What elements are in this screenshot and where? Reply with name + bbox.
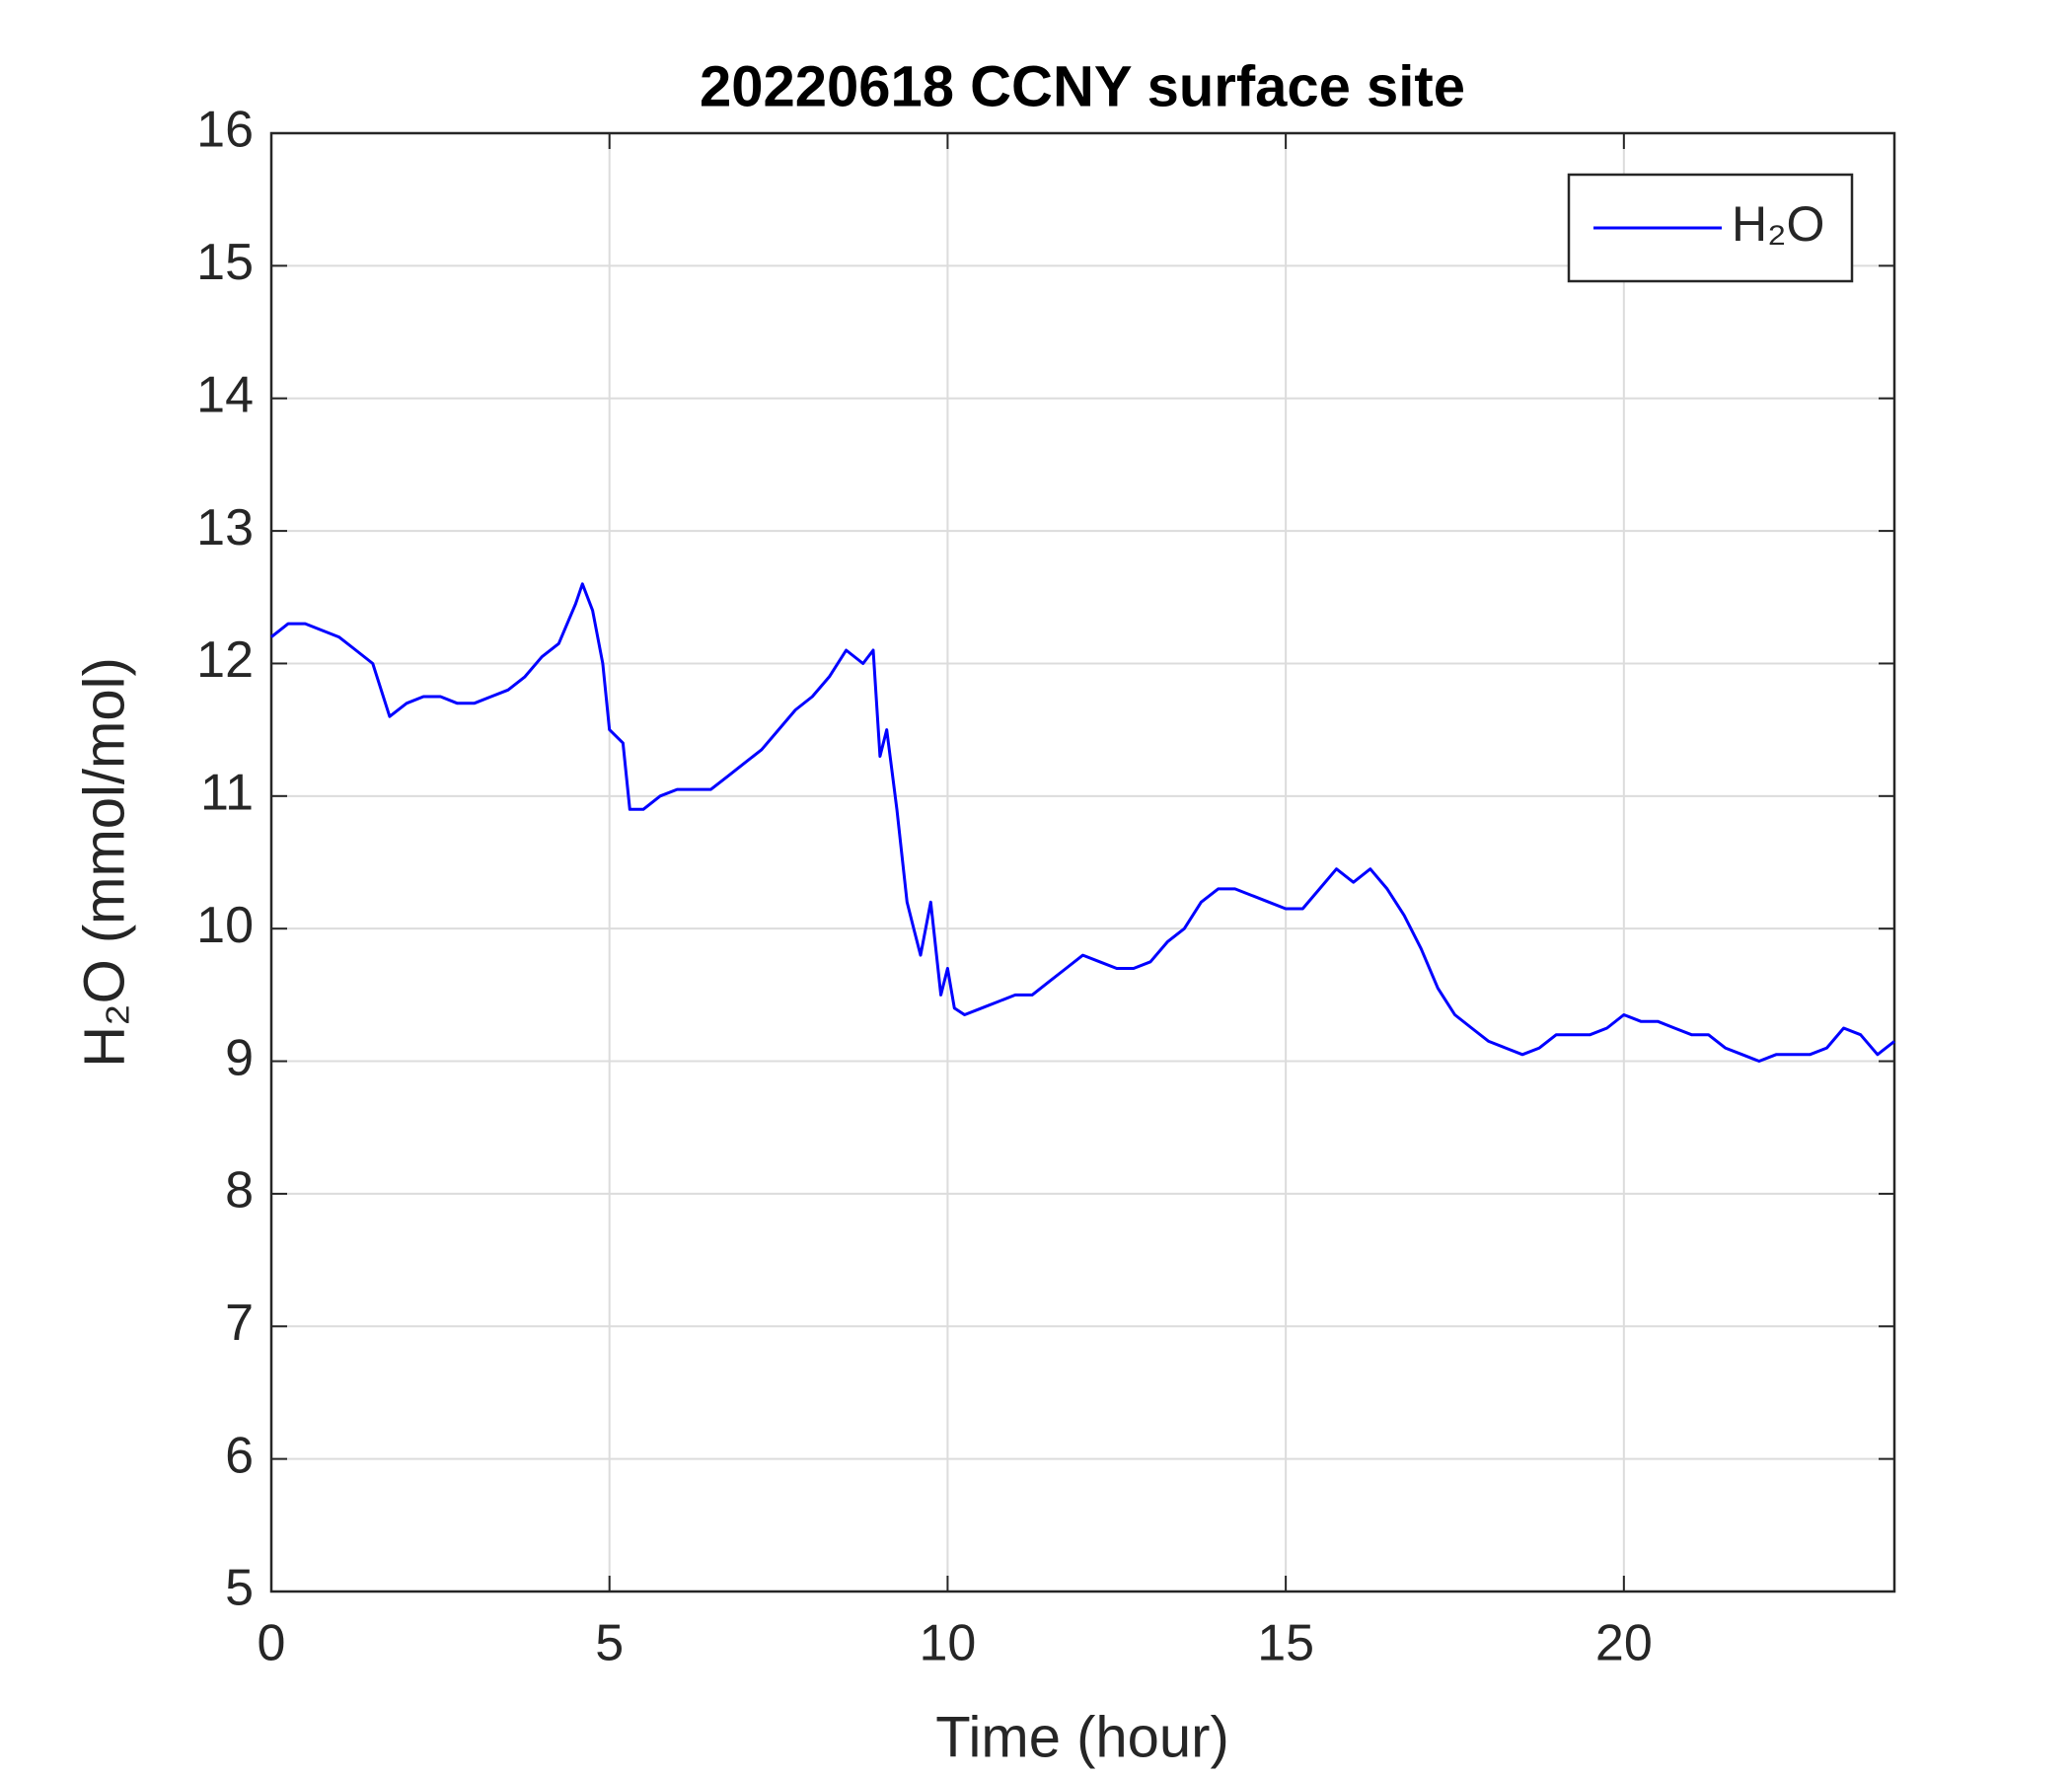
y-tick-label: 12 bbox=[196, 631, 254, 689]
plot-frame bbox=[269, 131, 1896, 1593]
y-axis-label: H₂O (mmol/mol) bbox=[72, 657, 136, 1068]
x-tick-label: 5 bbox=[595, 1615, 624, 1672]
x-tick-label: 15 bbox=[1257, 1615, 1314, 1672]
x-tick-label: 0 bbox=[258, 1615, 286, 1672]
x-tick-label: 20 bbox=[1595, 1615, 1653, 1672]
y-tick-label: 16 bbox=[196, 102, 254, 159]
y-tick-label: 5 bbox=[225, 1560, 254, 1617]
y-tick-label: 13 bbox=[196, 499, 254, 556]
y-tick-label: 9 bbox=[225, 1029, 254, 1086]
legend-label: H₂O bbox=[1732, 196, 1824, 252]
chart-title: 20220618 CCNY surface site bbox=[700, 54, 1465, 118]
x-tick-label: 10 bbox=[919, 1615, 976, 1672]
data-line bbox=[270, 582, 1895, 1063]
y-tick-label: 15 bbox=[196, 234, 254, 291]
y-tick-label: 11 bbox=[200, 765, 254, 822]
y-tick-label: 7 bbox=[225, 1295, 254, 1352]
y-tick-label: 10 bbox=[196, 897, 254, 954]
y-tick-label: 8 bbox=[225, 1162, 254, 1220]
y-tick-label: 14 bbox=[196, 366, 254, 423]
y-tick-label: 6 bbox=[225, 1427, 254, 1484]
x-axis-label: Time (hour) bbox=[935, 1705, 1229, 1769]
